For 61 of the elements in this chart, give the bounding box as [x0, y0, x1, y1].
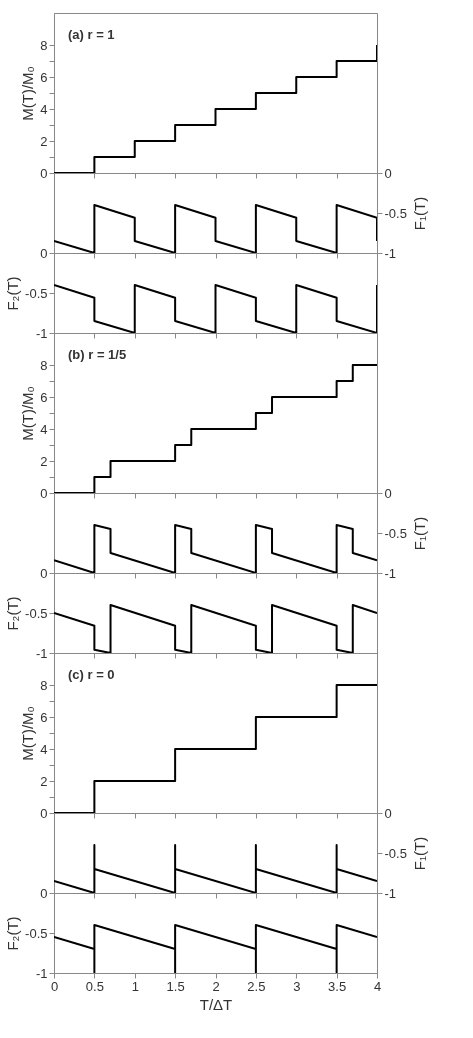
line-series — [54, 844, 377, 893]
y-tick-label: 6 — [40, 69, 48, 85]
x-tick-label: 0.5 — [85, 978, 104, 994]
line-series — [54, 924, 377, 973]
y-tick-label: 2 — [40, 133, 48, 149]
y2-tick-label: 0 — [384, 805, 392, 821]
y2-tick-label: 0 — [384, 485, 392, 501]
y-axis-title: F₂(T) — [4, 276, 22, 311]
annotation: (a) r = 1 — [68, 27, 115, 42]
y-tick-label: -0.5 — [25, 925, 48, 941]
y-tick-label: 0 — [40, 885, 48, 901]
y2-tick-label: -0.5 — [384, 525, 407, 541]
y-tick-label: -1 — [35, 325, 48, 341]
y2-tick-label: -1 — [384, 565, 397, 581]
y-tick-label: 0 — [40, 485, 48, 501]
x-tick-label: 2 — [212, 978, 220, 994]
annotation: (c) r = 0 — [68, 667, 115, 682]
y-tick-label: 8 — [40, 357, 48, 373]
x-tick-label: 4 — [373, 978, 382, 994]
y-tick-label: -1 — [35, 965, 48, 981]
y2-axis-title: F₁(T) — [410, 196, 428, 231]
y2-tick-label: -1 — [384, 885, 397, 901]
y2-tick-label: -0.5 — [384, 845, 407, 861]
y-tick-label: -0.5 — [25, 285, 48, 301]
line-series — [54, 524, 377, 573]
y2-axis-title: F₁(T) — [410, 516, 428, 551]
y-tick-label: 2 — [40, 773, 48, 789]
y-tick-label: 4 — [40, 421, 48, 437]
x-axis-title: T/ΔT — [199, 995, 233, 1013]
y-tick-label: 8 — [40, 37, 48, 53]
x-tick-label: 0 — [50, 978, 59, 994]
line-series — [54, 604, 377, 653]
y-axis-title: F₂(T) — [4, 916, 22, 951]
annotation: (b) r = 1/5 — [68, 347, 127, 362]
y-tick-label: 0 — [40, 805, 48, 821]
y-tick-label: 2 — [40, 453, 48, 469]
y2-tick-label: -0.5 — [384, 205, 407, 221]
y-axis-title: F₂(T) — [4, 596, 22, 631]
y-tick-label: -1 — [35, 645, 48, 661]
y-tick-label: 8 — [40, 677, 48, 693]
y-tick-label: 0 — [40, 165, 48, 181]
line-series — [54, 284, 377, 333]
y-tick-label: 4 — [40, 741, 48, 757]
y-tick-label: -0.5 — [25, 605, 48, 621]
y2-tick-label: 0 — [384, 165, 392, 181]
y-tick-label: 4 — [40, 101, 48, 117]
x-tick-label: 1 — [131, 978, 139, 994]
y-tick-label: 0 — [40, 565, 48, 581]
x-tick-label: 1.5 — [166, 978, 185, 994]
y-tick-label: 0 — [40, 245, 48, 261]
y-axis-title: M(T)/M₀ — [19, 386, 37, 441]
y-tick-label: 6 — [40, 709, 48, 725]
y-tick-label: 6 — [40, 389, 48, 405]
y-axis-title: M(T)/M₀ — [19, 66, 37, 121]
y-axis-title: M(T)/M₀ — [19, 706, 37, 761]
line-series — [54, 204, 377, 253]
x-tick-label: 3.5 — [328, 978, 347, 994]
y2-axis-title: F₁(T) — [410, 836, 428, 871]
y2-tick-label: -1 — [384, 245, 397, 261]
x-tick-label: 3 — [293, 978, 301, 994]
x-tick-label: 2.5 — [247, 978, 266, 994]
